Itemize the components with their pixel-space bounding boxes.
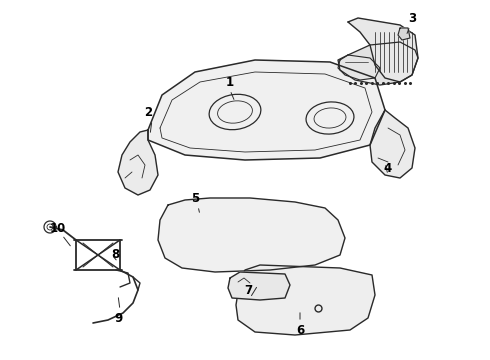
Polygon shape — [236, 265, 375, 335]
Text: 1: 1 — [226, 76, 234, 89]
Text: 2: 2 — [144, 105, 152, 118]
Polygon shape — [338, 42, 418, 85]
Text: 9: 9 — [114, 311, 122, 324]
Text: 4: 4 — [384, 162, 392, 175]
Polygon shape — [338, 55, 380, 80]
Text: 7: 7 — [244, 284, 252, 297]
Text: 5: 5 — [191, 192, 199, 204]
Polygon shape — [348, 18, 418, 82]
Polygon shape — [398, 28, 410, 40]
Polygon shape — [228, 272, 290, 300]
Text: 10: 10 — [50, 221, 66, 234]
Text: 6: 6 — [296, 324, 304, 337]
Polygon shape — [118, 130, 158, 195]
Text: 3: 3 — [408, 12, 416, 24]
Polygon shape — [148, 60, 385, 160]
Polygon shape — [370, 110, 415, 178]
Polygon shape — [158, 198, 345, 272]
Text: 8: 8 — [111, 248, 119, 261]
